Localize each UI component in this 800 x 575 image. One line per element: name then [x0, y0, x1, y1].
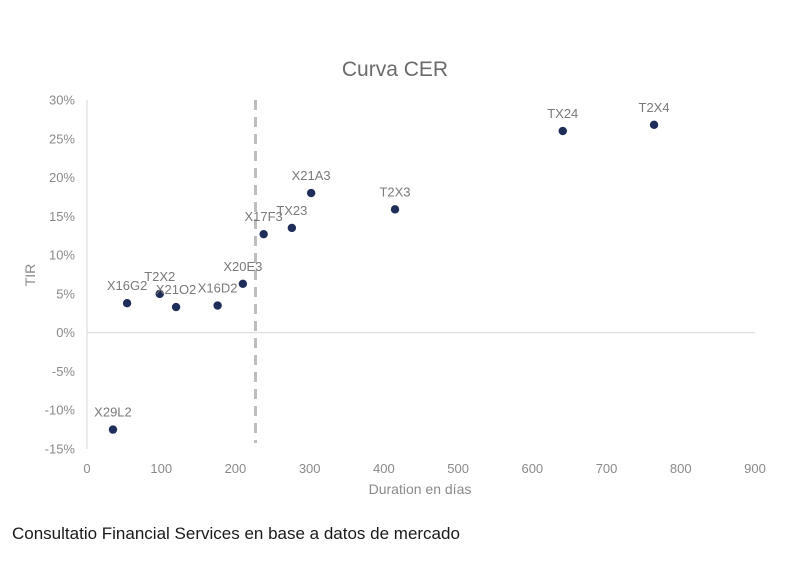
- data-point: [287, 223, 297, 233]
- source-note: Consultatio Financial Services en base a…: [12, 524, 460, 543]
- x-tick-label: 300: [299, 461, 321, 476]
- data-point-label: X21O2: [156, 282, 196, 297]
- data-point: [108, 425, 118, 434]
- data-point: [558, 126, 567, 136]
- data-point-label: TX24: [547, 106, 578, 121]
- x-tick-label: 700: [596, 461, 618, 476]
- data-point: [306, 188, 316, 198]
- x-tick-label: 100: [150, 461, 172, 476]
- y-tick-label: 5%: [56, 286, 75, 301]
- data-point: [122, 298, 132, 308]
- data-point: [259, 229, 268, 239]
- chart-title: Curva CER: [342, 58, 448, 81]
- data-point-label: X16D2: [198, 281, 238, 296]
- data-point-label: T2X3: [379, 184, 410, 199]
- x-tick-label: 900: [744, 461, 766, 476]
- y-tick-label: 25%: [49, 131, 75, 146]
- data-point-label: T2X2: [144, 269, 175, 284]
- y-tick-label: -10%: [45, 403, 76, 418]
- data-point: [238, 279, 248, 289]
- x-tick-label: 500: [447, 461, 469, 476]
- y-tick-label: -15%: [45, 442, 76, 457]
- x-axis: 0 100 200 300 400 500 600 700 800 900: [83, 461, 765, 476]
- data-point-label: X20E3: [223, 259, 262, 274]
- x-tick-label: 0: [83, 461, 90, 476]
- data-point-label: T2X4: [639, 100, 670, 115]
- x-tick-label: 800: [670, 461, 692, 476]
- scatter-chart: Curva CER 30% 25% 20% 15% 10% 5% 0% -5% -10% -15%…: [22, 58, 766, 497]
- x-tick-label: 400: [373, 461, 395, 476]
- data-point-label: X16G2: [107, 278, 147, 293]
- y-tick-label: -5%: [52, 364, 76, 379]
- data-point: [213, 301, 222, 310]
- x-axis-title: Duration en días: [369, 481, 472, 497]
- data-point: [649, 120, 659, 130]
- y-tick-label: 0%: [56, 325, 75, 340]
- data-point-label: X21A3: [292, 168, 331, 183]
- y-axis-title: TIR: [22, 264, 38, 287]
- x-tick-label: 200: [225, 461, 247, 476]
- data-point: [390, 205, 400, 214]
- data-point-label: X17F3: [244, 209, 282, 224]
- data-point: [155, 289, 164, 299]
- data-point: [171, 302, 181, 312]
- y-tick-label: 15%: [49, 209, 75, 224]
- x-tick-label: 600: [521, 461, 543, 476]
- y-tick-label: 20%: [49, 170, 75, 185]
- chart: Curva CER 30% 25% 20% 15% 10% 5% 0% -5% -10% -15%…: [22, 58, 766, 497]
- data-point-label: TX23: [276, 203, 307, 218]
- y-tick-label: 30%: [49, 93, 75, 108]
- y-tick-label: 10%: [49, 248, 75, 263]
- y-axis: 30% 25% 20% 15% 10% 5% 0% -5% -10% -15%: [45, 93, 76, 457]
- data-point-label: X29L2: [94, 405, 132, 420]
